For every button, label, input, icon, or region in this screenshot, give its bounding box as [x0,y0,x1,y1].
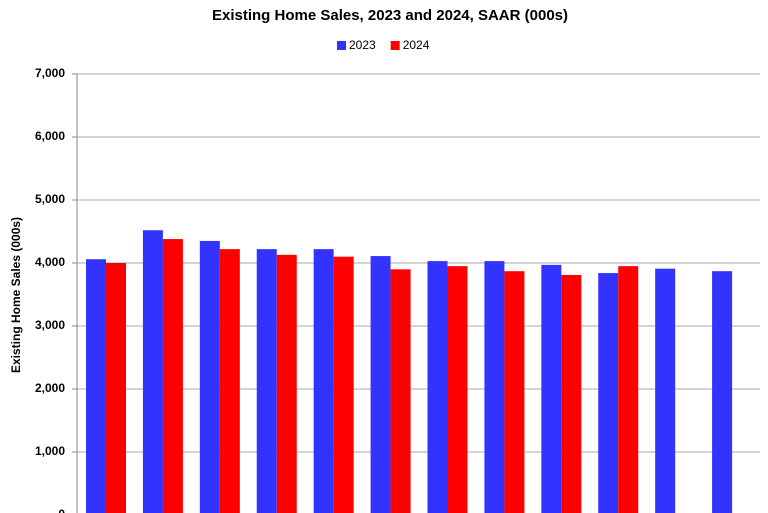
bar [142,230,163,513]
bar [333,256,354,513]
bar [313,249,334,513]
bar [561,274,582,513]
bar [655,268,676,513]
bar [618,266,639,513]
chart-title: Existing Home Sales, 2023 and 2024, SAAR… [212,7,568,24]
y-tick-label: 4,000 [35,255,65,269]
bar [712,271,733,513]
legend-swatch [390,41,400,50]
bar [162,239,183,513]
bar [199,240,220,513]
y-tick-label: 3,000 [35,318,65,332]
bar [427,261,448,513]
legend-swatch [337,41,346,50]
legend-label: 2024 [403,38,430,52]
y-tick-label: 0 [58,507,65,513]
y-tick-label: 1,000 [35,444,65,458]
bar [219,249,240,513]
bar [598,273,619,513]
bar [106,263,126,513]
y-axis-title: Existing Home Sales (000s) [9,217,23,373]
bar [86,259,106,513]
y-tick-label: 6,000 [35,129,65,143]
bar [484,261,505,513]
bar [390,269,411,513]
bar [256,249,277,513]
y-tick-label: 7,000 [35,66,65,80]
bar [447,266,468,513]
bar [504,271,525,513]
bar [541,264,562,513]
legend-label: 2023 [349,38,376,52]
bar [370,256,391,513]
y-tick-label: 5,000 [35,192,65,206]
y-tick-label: 2,000 [35,381,65,395]
bar [276,254,297,513]
